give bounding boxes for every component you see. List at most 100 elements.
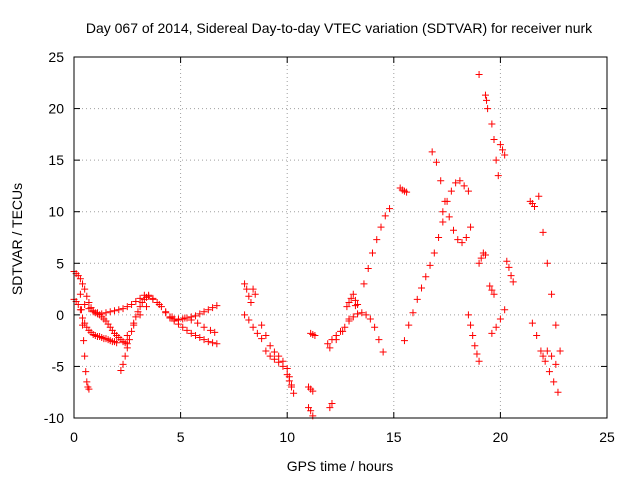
grid [74,57,607,418]
data-point [539,228,547,236]
data-point [187,313,195,321]
series-arc-17 [326,302,359,352]
data-point [213,340,221,348]
data-point [249,323,257,331]
series-arc-31 [496,141,509,159]
data-point [85,298,93,306]
data-point [270,348,278,356]
data-point [307,407,315,415]
series-arc-15 [326,400,336,412]
data-point [106,308,114,316]
data-point [345,298,353,306]
data-point [422,273,430,281]
data-point [501,306,509,314]
series-arc-03 [76,290,93,393]
data-points [70,71,564,420]
data-point [192,331,200,339]
data-point [371,323,379,331]
data-point [279,362,287,370]
x-tick-label: 15 [386,429,402,445]
data-point [439,208,447,216]
data-point [464,311,472,319]
data-point [483,96,491,104]
data-point [484,105,492,113]
data-point [283,371,291,379]
data-point [426,261,434,269]
series-arc-05 [117,292,153,375]
series-arc-02 [70,295,121,347]
data-point [187,329,195,337]
data-point [341,323,349,331]
data-point [381,212,389,220]
data-point [123,344,131,352]
data-point [311,331,319,339]
data-point [528,319,536,327]
x-tick-label: 5 [177,429,185,445]
data-point [196,310,204,318]
data-point [354,301,362,309]
data-point [136,303,144,311]
data-point [541,357,549,365]
data-point [275,358,283,366]
data-point [364,264,372,272]
data-point [249,285,257,293]
y-tick-label: 20 [48,101,64,117]
data-point [266,352,274,360]
data-point [117,367,125,375]
data-point [332,336,340,344]
data-point [533,331,541,339]
data-point [496,315,504,323]
y-tick-label: 0 [56,307,64,323]
plot-frame [73,56,608,419]
data-point [79,280,87,288]
data-point [486,282,494,290]
data-point [209,339,217,347]
data-point [428,148,436,156]
data-point [77,306,85,314]
data-point [79,314,87,322]
data-point [81,285,89,293]
series-arc-14 [307,329,319,339]
data-point [136,311,144,319]
data-point [507,272,515,280]
data-point [119,305,127,313]
data-point [111,307,119,315]
data-point [501,151,509,159]
data-point [443,197,451,205]
data-point [349,290,357,298]
data-point [503,257,511,265]
data-point [80,337,88,345]
data-point [262,331,270,339]
data-point [403,188,411,196]
data-point [253,329,261,337]
data-point [258,335,266,343]
data-point [213,302,221,310]
data-point [328,400,336,408]
data-point [166,314,174,322]
y-axis-label: SDTVAR / TECUs [9,183,25,295]
data-point [432,158,440,166]
data-point [125,336,133,344]
series-arc-16 [324,309,387,356]
data-point [475,259,483,267]
x-tick-label: 20 [493,429,509,445]
data-point [488,329,496,337]
series-arc-06 [123,295,219,339]
series-arc-22 [428,148,475,247]
data-point [437,177,445,185]
data-point [115,306,123,314]
data-point [200,336,208,344]
data-point [262,347,270,355]
data-point [360,280,368,288]
data-point [123,331,131,339]
data-point [149,295,157,303]
series-arc-11 [262,347,295,391]
data-point [469,331,477,339]
series-arc-13 [305,404,317,420]
data-point [373,236,381,244]
series-arc-07 [166,302,221,324]
data-point [548,290,556,298]
series-arc-28 [488,120,502,180]
data-point [155,301,163,309]
